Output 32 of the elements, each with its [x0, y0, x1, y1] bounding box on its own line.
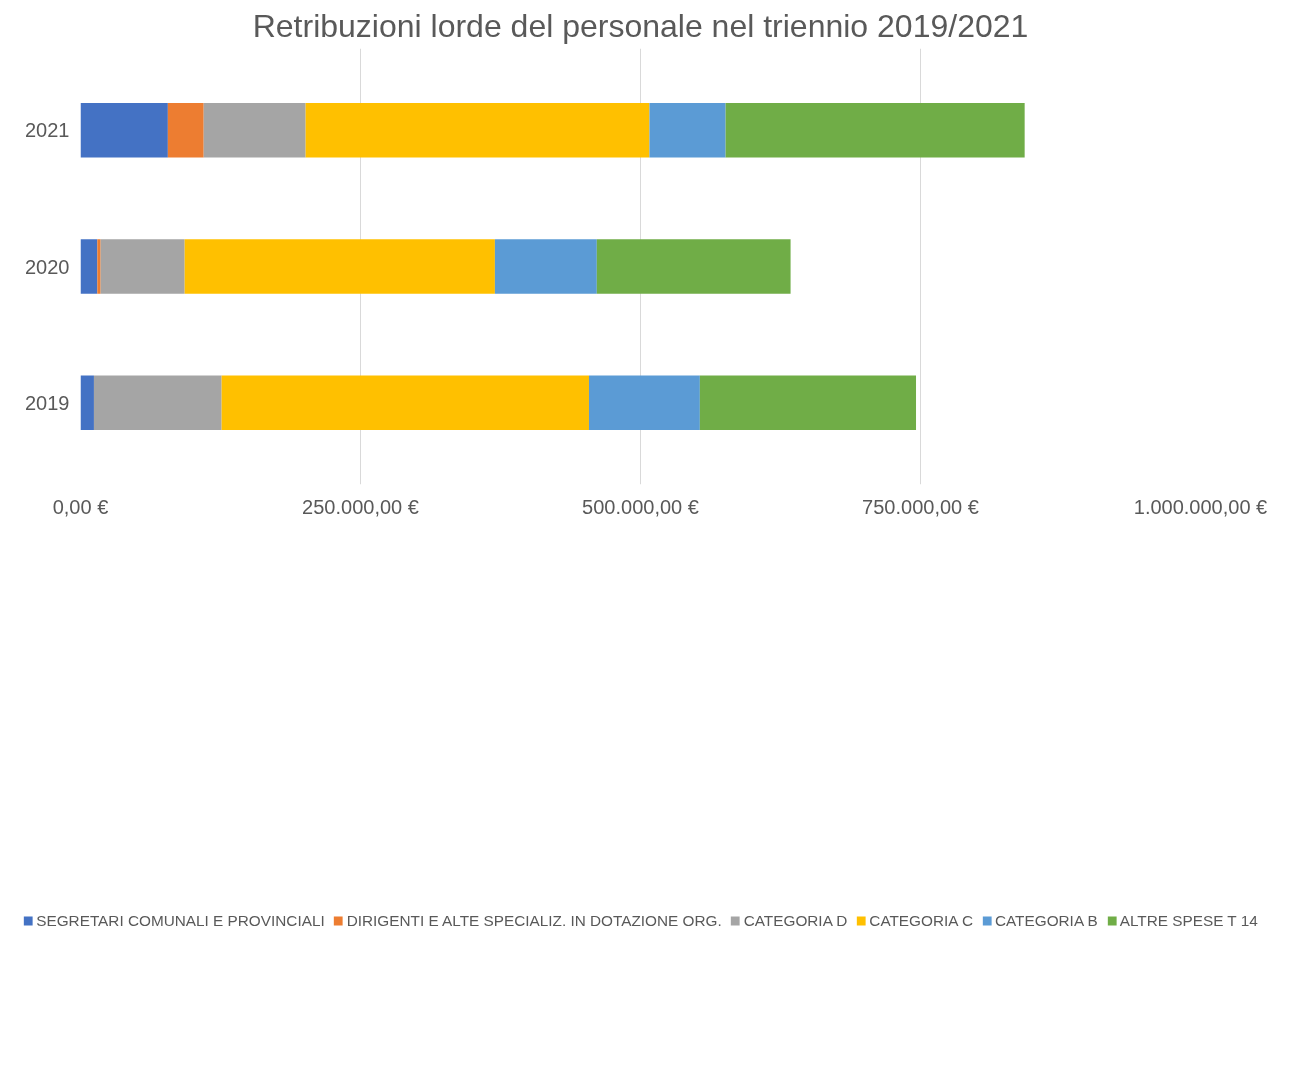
x-tick-label: 750.000,00 € [862, 495, 979, 518]
legend-label: SEGRETARI COMUNALI E PROVINCIALI [36, 911, 325, 930]
y-tick-label: 2020 [25, 255, 70, 278]
bar [97, 239, 101, 294]
bar [588, 375, 700, 430]
bar [93, 375, 222, 430]
y-tick-label: 2021 [25, 119, 70, 142]
bar [699, 375, 917, 430]
bar [596, 239, 791, 294]
bar [725, 103, 1025, 158]
y-tick-label: 2019 [25, 391, 70, 414]
bar [494, 239, 597, 294]
bar [305, 103, 650, 158]
chart-title: Retribuzioni lorde del personale nel triennio 2019/2021 [252, 7, 1029, 44]
bar [80, 239, 98, 294]
bar [649, 103, 726, 158]
legend-label: CATEGORIA B [994, 911, 1098, 930]
bar [80, 103, 168, 158]
bar [167, 103, 204, 158]
legend-label: CATEGORIA D [743, 911, 848, 930]
x-tick-label: 1.000.000,00 € [1133, 495, 1268, 518]
bar [203, 103, 306, 158]
bar [100, 239, 185, 294]
legend-label: DIRIGENTI E ALTE SPECIALIZ. IN DOTAZIONE ORG. [346, 911, 722, 930]
legend-label: CATEGORIA C [869, 911, 973, 930]
bar [221, 375, 589, 430]
x-tick-label: 500.000,00 € [582, 495, 699, 518]
bar [184, 239, 495, 294]
legend-label: ALTRE SPESE T 14 [1119, 911, 1258, 930]
x-tick-label: 0,00 € [52, 495, 109, 518]
bar [80, 375, 94, 430]
x-tick-label: 250.000,00 € [302, 495, 419, 518]
